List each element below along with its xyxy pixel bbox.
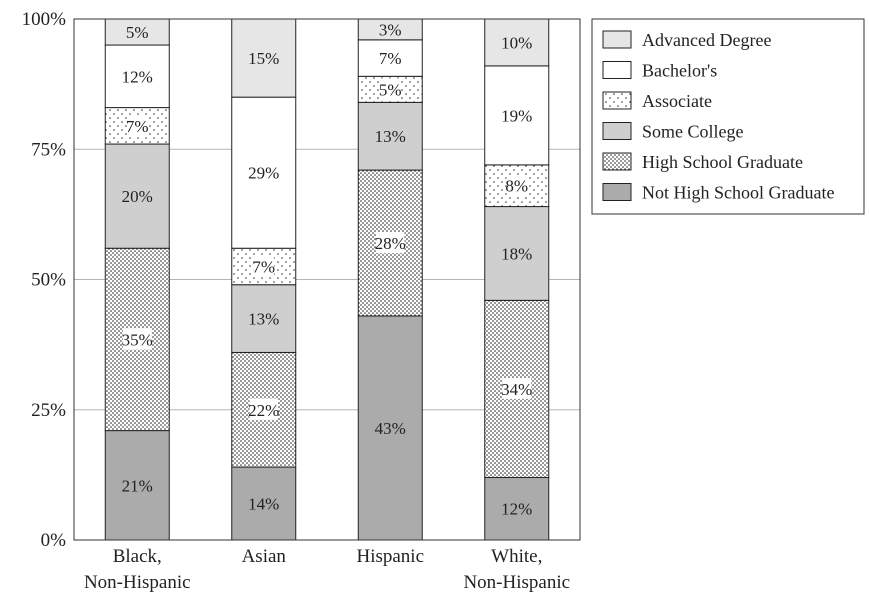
data-label: 43% (375, 419, 406, 438)
legend-label: Associate (642, 91, 712, 111)
x-axis: Black, Non-Hispanic Asian Hispanic White, Non… (84, 546, 570, 593)
bar-segment (104, 18, 170, 46)
y-tick-label: 25% (31, 400, 66, 421)
legend-box (591, 18, 865, 215)
legend-swatch (602, 61, 632, 79)
data-label: 5% (126, 23, 149, 42)
x-tick-label: Hispanic (356, 546, 424, 567)
data-label: 7% (379, 49, 402, 68)
data-label: 21% (122, 476, 153, 495)
data-label: 34% (501, 380, 532, 399)
bar-segment (104, 430, 170, 541)
data-label: 13% (248, 310, 279, 329)
bar-segment (104, 44, 170, 109)
y-tick-label: 50% (31, 270, 66, 291)
data-label: 19% (501, 106, 532, 125)
legend-swatch (602, 122, 632, 140)
data-label: 29% (248, 164, 279, 183)
segment-label-bg (506, 174, 527, 196)
segment-label-bg (375, 232, 405, 254)
legend-label: High School Graduate (642, 152, 803, 172)
data-label: 28% (375, 234, 406, 253)
x-tick-label: White, (491, 546, 542, 567)
data-label: 3% (379, 20, 402, 39)
bar-segment (231, 96, 297, 249)
data-label: 7% (126, 117, 149, 136)
data-label: 12% (501, 500, 532, 519)
bar-segment (231, 18, 297, 98)
x-tick-label: Non-Hispanic (463, 572, 570, 593)
y-tick-label: 75% (31, 139, 66, 160)
bar-segment (104, 143, 170, 249)
y-tick-label: 100% (22, 9, 67, 30)
segment-label-bg (380, 78, 401, 100)
data-label: 22% (248, 401, 279, 420)
legend-swatch (602, 152, 632, 171)
y-tick-label: 0% (41, 530, 67, 551)
segment-label-bg (122, 328, 152, 350)
legend-swatch (602, 183, 632, 201)
data-label: 14% (248, 495, 279, 514)
legend-label: Some College (642, 122, 744, 142)
legend-label: Bachelor's (642, 61, 717, 81)
bar-segment (231, 284, 297, 353)
bars-group (104, 18, 550, 541)
plot-frame (73, 18, 581, 541)
legend-swatch (602, 30, 632, 49)
bar-segment (231, 466, 297, 541)
x-tick-label: Asian (242, 546, 287, 567)
data-label: 35% (122, 330, 153, 349)
bar-segment (357, 315, 423, 541)
data-label: 7% (252, 257, 275, 276)
data-label: 20% (122, 187, 153, 206)
x-tick-label: Non-Hispanic (84, 572, 191, 593)
y-axis: 0% 25% 50% 75% 100% (22, 9, 581, 551)
bar-segment (357, 101, 423, 171)
legend-label: Not High School Graduate (642, 183, 834, 203)
data-label: 8% (505, 177, 528, 196)
bar-segment (484, 299, 550, 478)
segment-label-bg (127, 114, 148, 136)
data-label: 18% (501, 244, 532, 263)
data-label: 10% (501, 33, 532, 52)
bar-segment (484, 206, 550, 301)
legend-label: Advanced Degree (642, 30, 771, 50)
bar-segment (484, 65, 550, 166)
segment-label-bg (249, 398, 279, 420)
data-label: 12% (122, 67, 153, 86)
bar-segment (484, 18, 550, 67)
data-label: 5% (379, 80, 402, 99)
segment-labels: 21% 35% 20% 7% 12% 5% 14% 22% 13% 7% 29% 15% 43% 28% 1… (122, 20, 533, 518)
legend-swatch (602, 91, 632, 110)
segment-label-bg (502, 377, 532, 399)
x-tick-label: Black, (113, 546, 162, 567)
legend: Advanced Degree Bachelor's Associate Some C… (591, 18, 865, 215)
data-label: 15% (248, 49, 279, 68)
data-label: 13% (375, 127, 406, 146)
bar-segment (357, 39, 423, 77)
segment-label-bg (253, 255, 274, 277)
